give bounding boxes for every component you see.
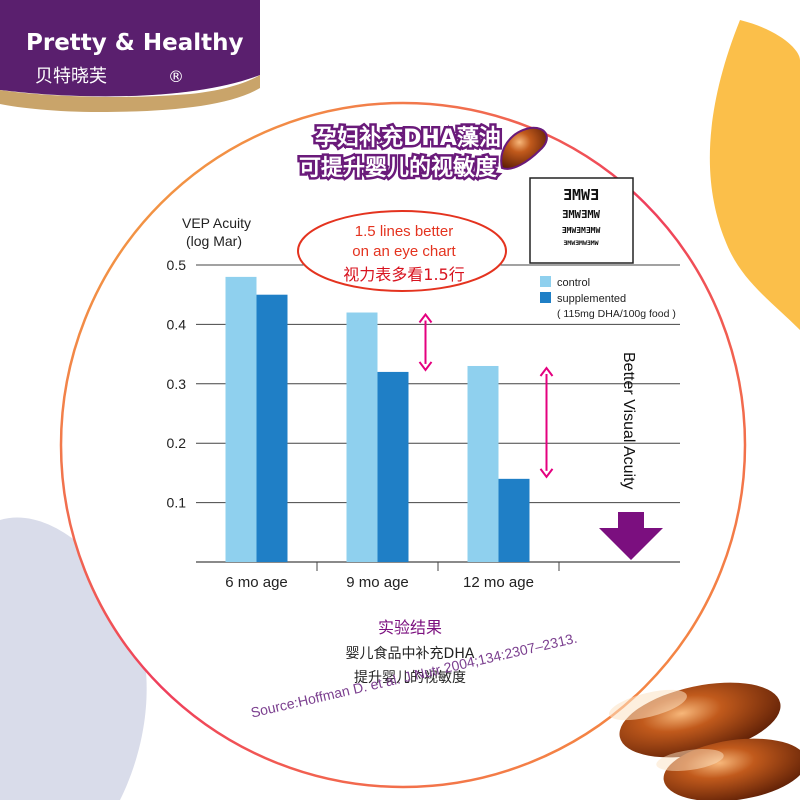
legend-note: ( 115mg DHA/100g food ) (557, 308, 676, 320)
legend-swatch-control (540, 276, 551, 287)
y-tick-label: 0.5 (167, 257, 187, 273)
chart-bars (225, 276, 530, 562)
legend-label-supplemented: supplemented (557, 293, 626, 305)
y-tick-label: 0.2 (167, 435, 187, 451)
bar-supplemented-2 (377, 371, 409, 562)
x-tick-label: 9 mo age (346, 574, 409, 591)
headline-line2: 可提升婴儿的视敏度 (299, 155, 498, 181)
difference-arrow-up-head (539, 366, 554, 377)
callout-line1: 1.5 lines better (355, 223, 453, 240)
bar-supplemented-3 (498, 478, 530, 562)
callout-oval (297, 210, 507, 292)
bar-control-3 (467, 365, 499, 562)
softgel-capsules-image (609, 682, 800, 800)
brand-name-en: Pretty & Healthy (26, 30, 243, 56)
eye-chart: ƎMWƎ ƎMWƎMW ƎMWƎMƎMW ƎMWƎMWƎMW (529, 177, 634, 264)
difference-arrow-up-head (418, 312, 433, 324)
y-tick-label: 0.3 (167, 376, 187, 392)
y-axis-label-line2: (log Mar) (186, 233, 242, 249)
brand-banner (0, 0, 260, 112)
bar-control-2 (346, 312, 378, 562)
x-tick-label: 6 mo age (225, 574, 288, 591)
better-visual-acuity-label: Better Visual Acuity (620, 352, 637, 490)
results-line2: 提升婴儿的视敏度 (354, 670, 466, 686)
x-tick-label: 12 mo age (463, 574, 534, 591)
registered-mark: ® (168, 67, 184, 86)
y-tick-label: 0.1 (167, 495, 187, 511)
down-arrow-icon (599, 512, 663, 560)
y-axis-label-line1: VEP Acuity (182, 215, 251, 231)
difference-arrows (418, 312, 554, 479)
brand-name-cn: 贝特晓芙 (35, 66, 107, 87)
eye-chart-row-4: ƎMWƎMWƎMW (563, 239, 598, 247)
headline-line1: 孕妇补充DHA藻油 (315, 125, 501, 151)
eye-chart-row-2: ƎMWƎMW (562, 209, 601, 221)
chart-legend: control supplemented ( 115mg DHA/100g fo… (540, 276, 676, 320)
callout-line2: on an eye chart (352, 243, 456, 260)
y-tick-label: 0.4 (167, 316, 187, 332)
x-tick-labels: 6 mo age 9 mo age 12 mo age (225, 574, 534, 591)
bar-supplemented-1 (256, 294, 288, 562)
eye-chart-row-3: ƎMWƎMƎMW (562, 226, 601, 235)
difference-arrow-down-head (418, 361, 433, 372)
results-title: 实验结果 (378, 618, 442, 637)
bar-control-1 (225, 276, 257, 562)
y-tick-labels: 0.1 0.2 0.3 0.4 0.5 (167, 257, 187, 511)
legend-label-control: control (557, 277, 590, 289)
orange-blob-decoration (709, 20, 800, 330)
algae-oil-capsule-icon (500, 126, 548, 170)
results-line1: 婴儿食品中补充DHA (346, 645, 475, 662)
eye-chart-row-1: ƎMWƎ (563, 186, 599, 204)
callout-line3: 视力表多看1.5行 (343, 265, 464, 284)
difference-arrow-down-head (539, 468, 554, 479)
legend-swatch-supplemented (540, 292, 551, 303)
